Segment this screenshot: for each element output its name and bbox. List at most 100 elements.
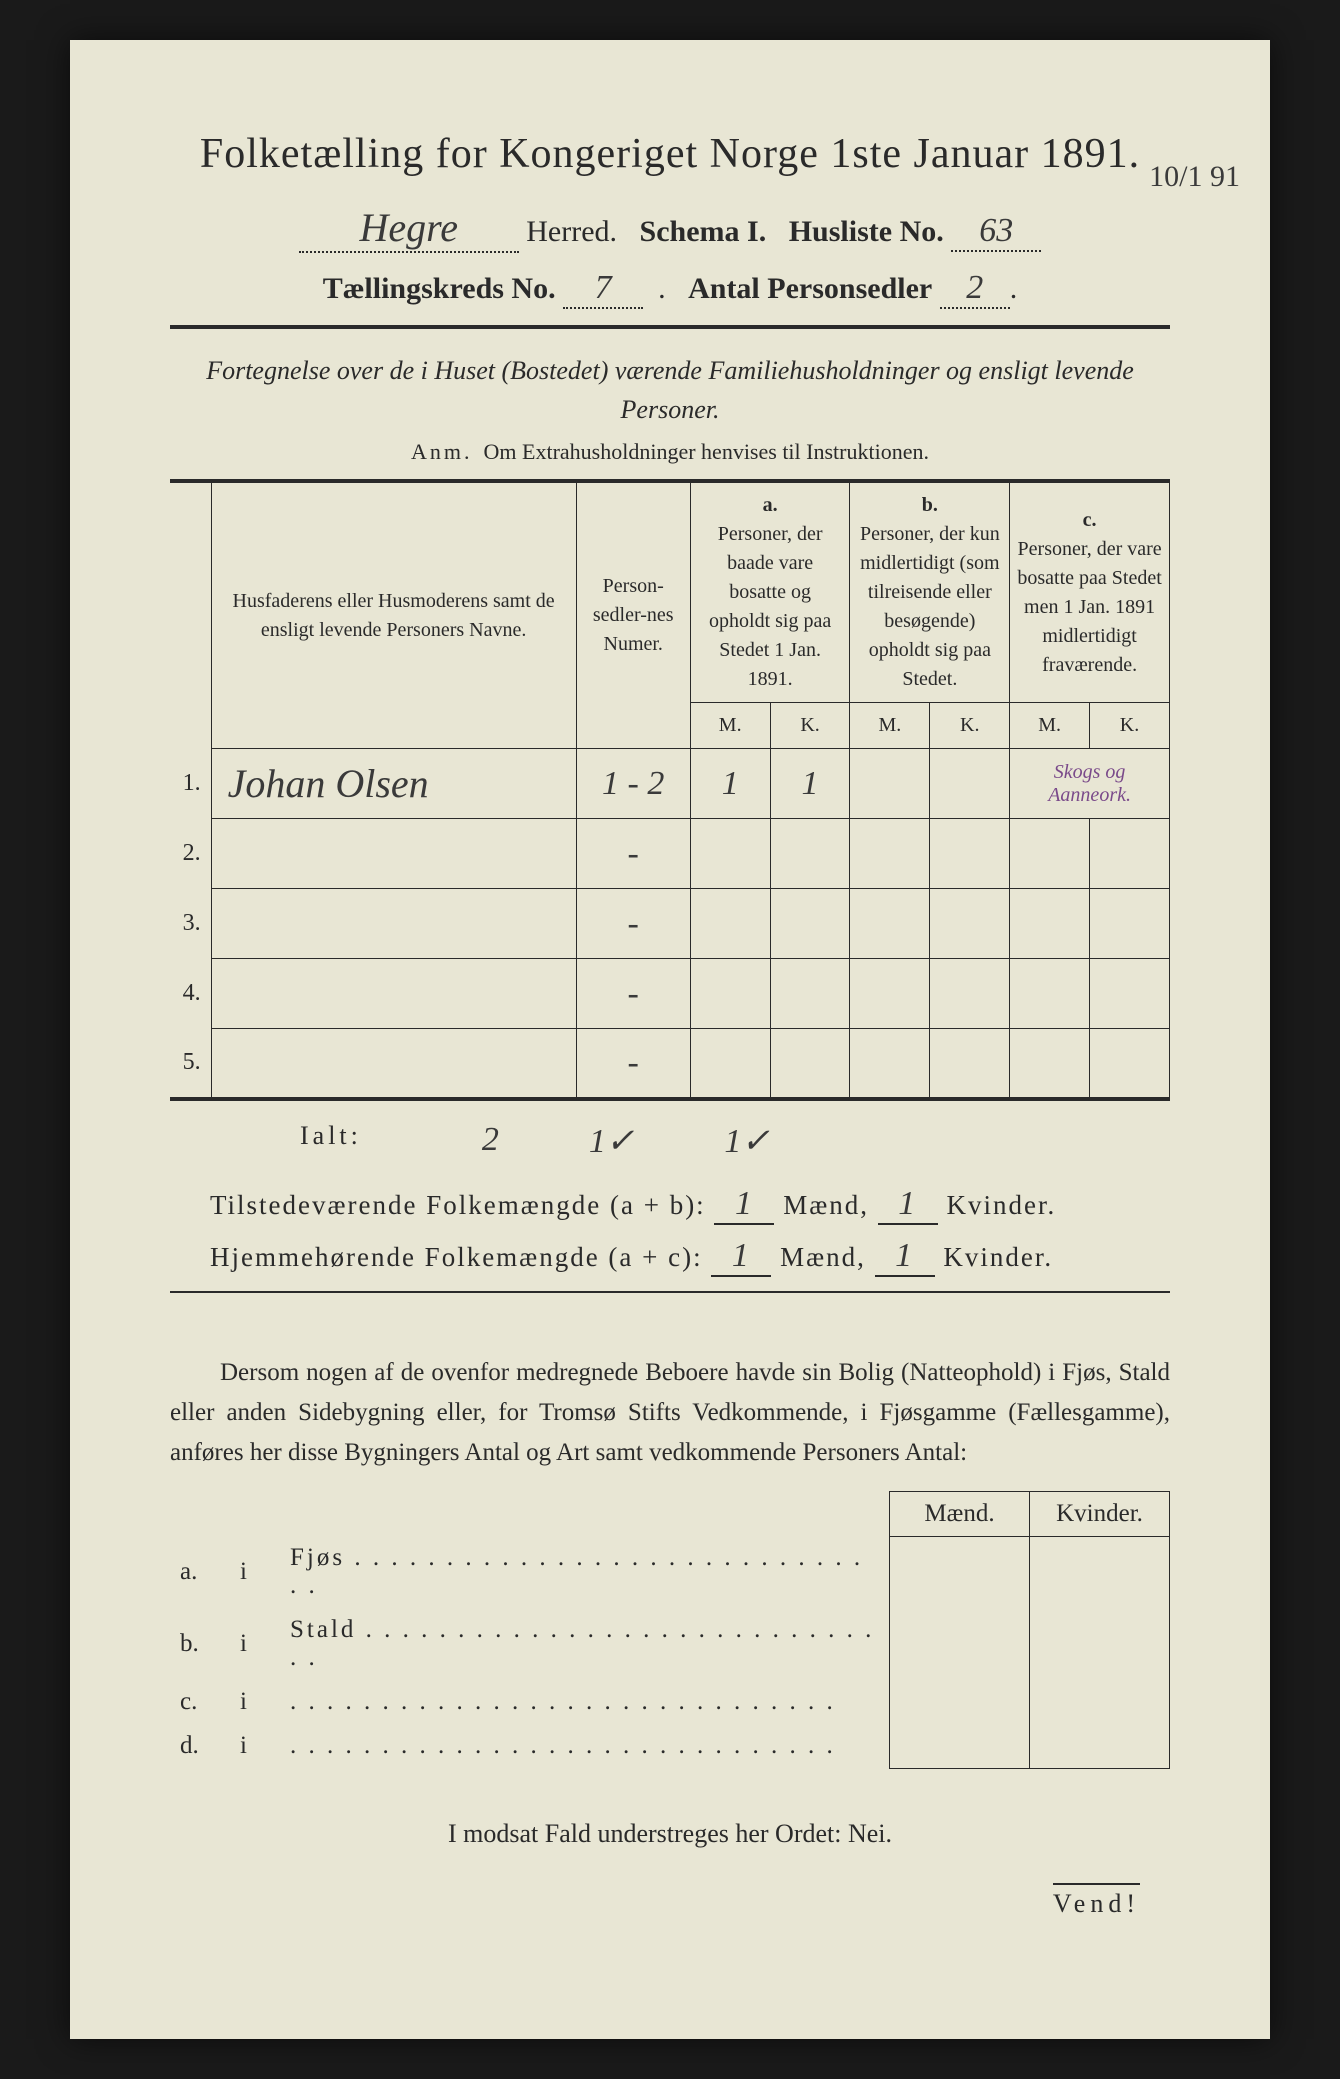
person-name: Johan Olsen [228,761,429,806]
divider [170,325,1170,329]
ialt-a-k: 1✓ [724,1121,770,1161]
c-m-cell [1010,819,1090,889]
row-k [1030,1724,1170,1768]
table-row: 2.- [170,819,1170,889]
row-i: i [230,1608,280,1680]
numer-cell: - [576,1029,690,1099]
husliste-label: Husliste No. [789,215,944,248]
row-number: 5. [170,1029,211,1099]
household-table: Husfaderens eller Husmoderens samt de en… [170,479,1170,1101]
row-label: . . . . . . . . . . . . . . . . . . . . … [280,1724,890,1768]
a-k-cell [770,1029,850,1099]
census-form-page: 10/1 91 Folketælling for Kongeriget Norg… [70,40,1270,2039]
form-title: Folketælling for Kongeriget Norge 1ste J… [170,130,1170,178]
kreds-label: Tællingskreds No. [323,272,556,305]
ialt-numer: 2 [482,1121,499,1161]
row-label: Stald . . . . . . . . . . . . . . . . . … [280,1608,890,1680]
dwelling-table: Mænd. Kvinder. a.iFjøs . . . . . . . . .… [170,1491,1170,1769]
numer-cell: - [576,959,690,1029]
present-k: 1 [898,1185,917,1222]
row-k [1030,1536,1170,1608]
col-names: Husfaderens eller Husmoderens samt de en… [211,481,576,749]
name-cell: Johan Olsen [211,749,576,819]
b-m-cell [850,889,930,959]
row-letter: b. [170,1608,230,1680]
col-b-k: K. [930,703,1010,749]
a-k-cell [770,889,850,959]
table-row: 4.- [170,959,1170,1029]
dwelling-row: b.iStald . . . . . . . . . . . . . . . .… [170,1608,1170,1680]
col-numer: Person-sedler-nes Numer. [576,481,690,749]
c-k-cell [1090,959,1170,1029]
nei-line: I modsat Fald understreges her Ordet: Ne… [170,1819,1170,1849]
row-m [890,1536,1030,1608]
b-m-cell [850,959,930,1029]
summary-present: Tilstedeværende Folkemængde (a + b): 1 M… [170,1185,1170,1225]
ialt-label: Ialt: [300,1121,362,1161]
dwelling-row: c.i . . . . . . . . . . . . . . . . . . … [170,1680,1170,1724]
dwelling-paragraph: Dersom nogen af de ovenfor medregnede Be… [170,1353,1170,1473]
numer-cell: 1 - 2 [576,749,690,819]
col-a-m: M. [690,703,770,749]
blank-corner [170,481,211,749]
col-b-header: b. Personer, der kun midlertidigt (som t… [850,481,1010,703]
a-k-cell: 1 [770,749,850,819]
antal-label: Antal Personsedler [688,272,932,305]
name-cell [211,889,576,959]
antal-value: 2 [966,269,983,306]
subtitle: Fortegnelse over de i Huset (Bostedet) v… [170,351,1170,429]
row-m [890,1608,1030,1680]
a-m-cell: 1 [690,749,770,819]
margin-date-note: 10/1 91 [1149,160,1240,194]
a-m-cell [690,959,770,1029]
lower-head-k: Kvinder. [1030,1491,1170,1536]
row-letter: a. [170,1536,230,1608]
dwelling-row: d.i . . . . . . . . . . . . . . . . . . … [170,1724,1170,1768]
b-k-cell [930,749,1010,819]
c-m-cell [1010,959,1090,1029]
ialt-row: Ialt: 2 1✓ 1✓ [300,1121,1170,1161]
b-m-cell [850,749,930,819]
b-k-cell [930,889,1010,959]
herred-label: Herred. [526,215,617,248]
anm-label: Anm. [411,439,473,464]
numer-cell: - [576,819,690,889]
col-c-m: M. [1010,703,1090,749]
resident-m: 1 [732,1237,751,1274]
col-b-m: M. [850,703,930,749]
a-m-cell [690,819,770,889]
col-a-header: a. Personer, der baade vare bosatte og o… [690,481,850,703]
row-label: . . . . . . . . . . . . . . . . . . . . … [280,1680,890,1724]
turn-page: Vend! [170,1889,1170,1919]
row-letter: d. [170,1724,230,1768]
name-cell [211,1029,576,1099]
kreds-value: 7 [595,269,612,306]
c-m-cell [1010,1029,1090,1099]
a-k-cell [770,819,850,889]
c-m-cell: Skogs og Aanneork. [1010,749,1170,819]
row-k [1030,1608,1170,1680]
header-line-herred: Hegre Herred. Schema I. Husliste No. 63 [170,204,1170,253]
herred-value: Hegre [360,205,458,250]
c-m-cell [1010,889,1090,959]
resident-k: 1 [895,1237,914,1274]
col-c-k: K. [1090,703,1170,749]
table-row: 1.Johan Olsen1 - 211Skogs og Aanneork. [170,749,1170,819]
header-line-kreds: Tællingskreds No. 7 . Antal Personsedler… [170,269,1170,309]
schema-label: Schema I. [640,215,767,248]
name-cell [211,959,576,1029]
row-number: 3. [170,889,211,959]
lower-head-m: Mænd. [890,1491,1030,1536]
dwelling-row: a.iFjøs . . . . . . . . . . . . . . . . … [170,1536,1170,1608]
a-k-cell [770,959,850,1029]
c-k-cell [1090,889,1170,959]
row-note: Skogs og Aanneork. [1048,761,1131,806]
present-m: 1 [735,1185,754,1222]
c-k-cell [1090,1029,1170,1099]
ialt-a-m: 1✓ [589,1121,635,1161]
a-m-cell [690,1029,770,1099]
row-m [890,1680,1030,1724]
name-cell [211,819,576,889]
divider-2 [170,1291,1170,1293]
b-k-cell [930,959,1010,1029]
